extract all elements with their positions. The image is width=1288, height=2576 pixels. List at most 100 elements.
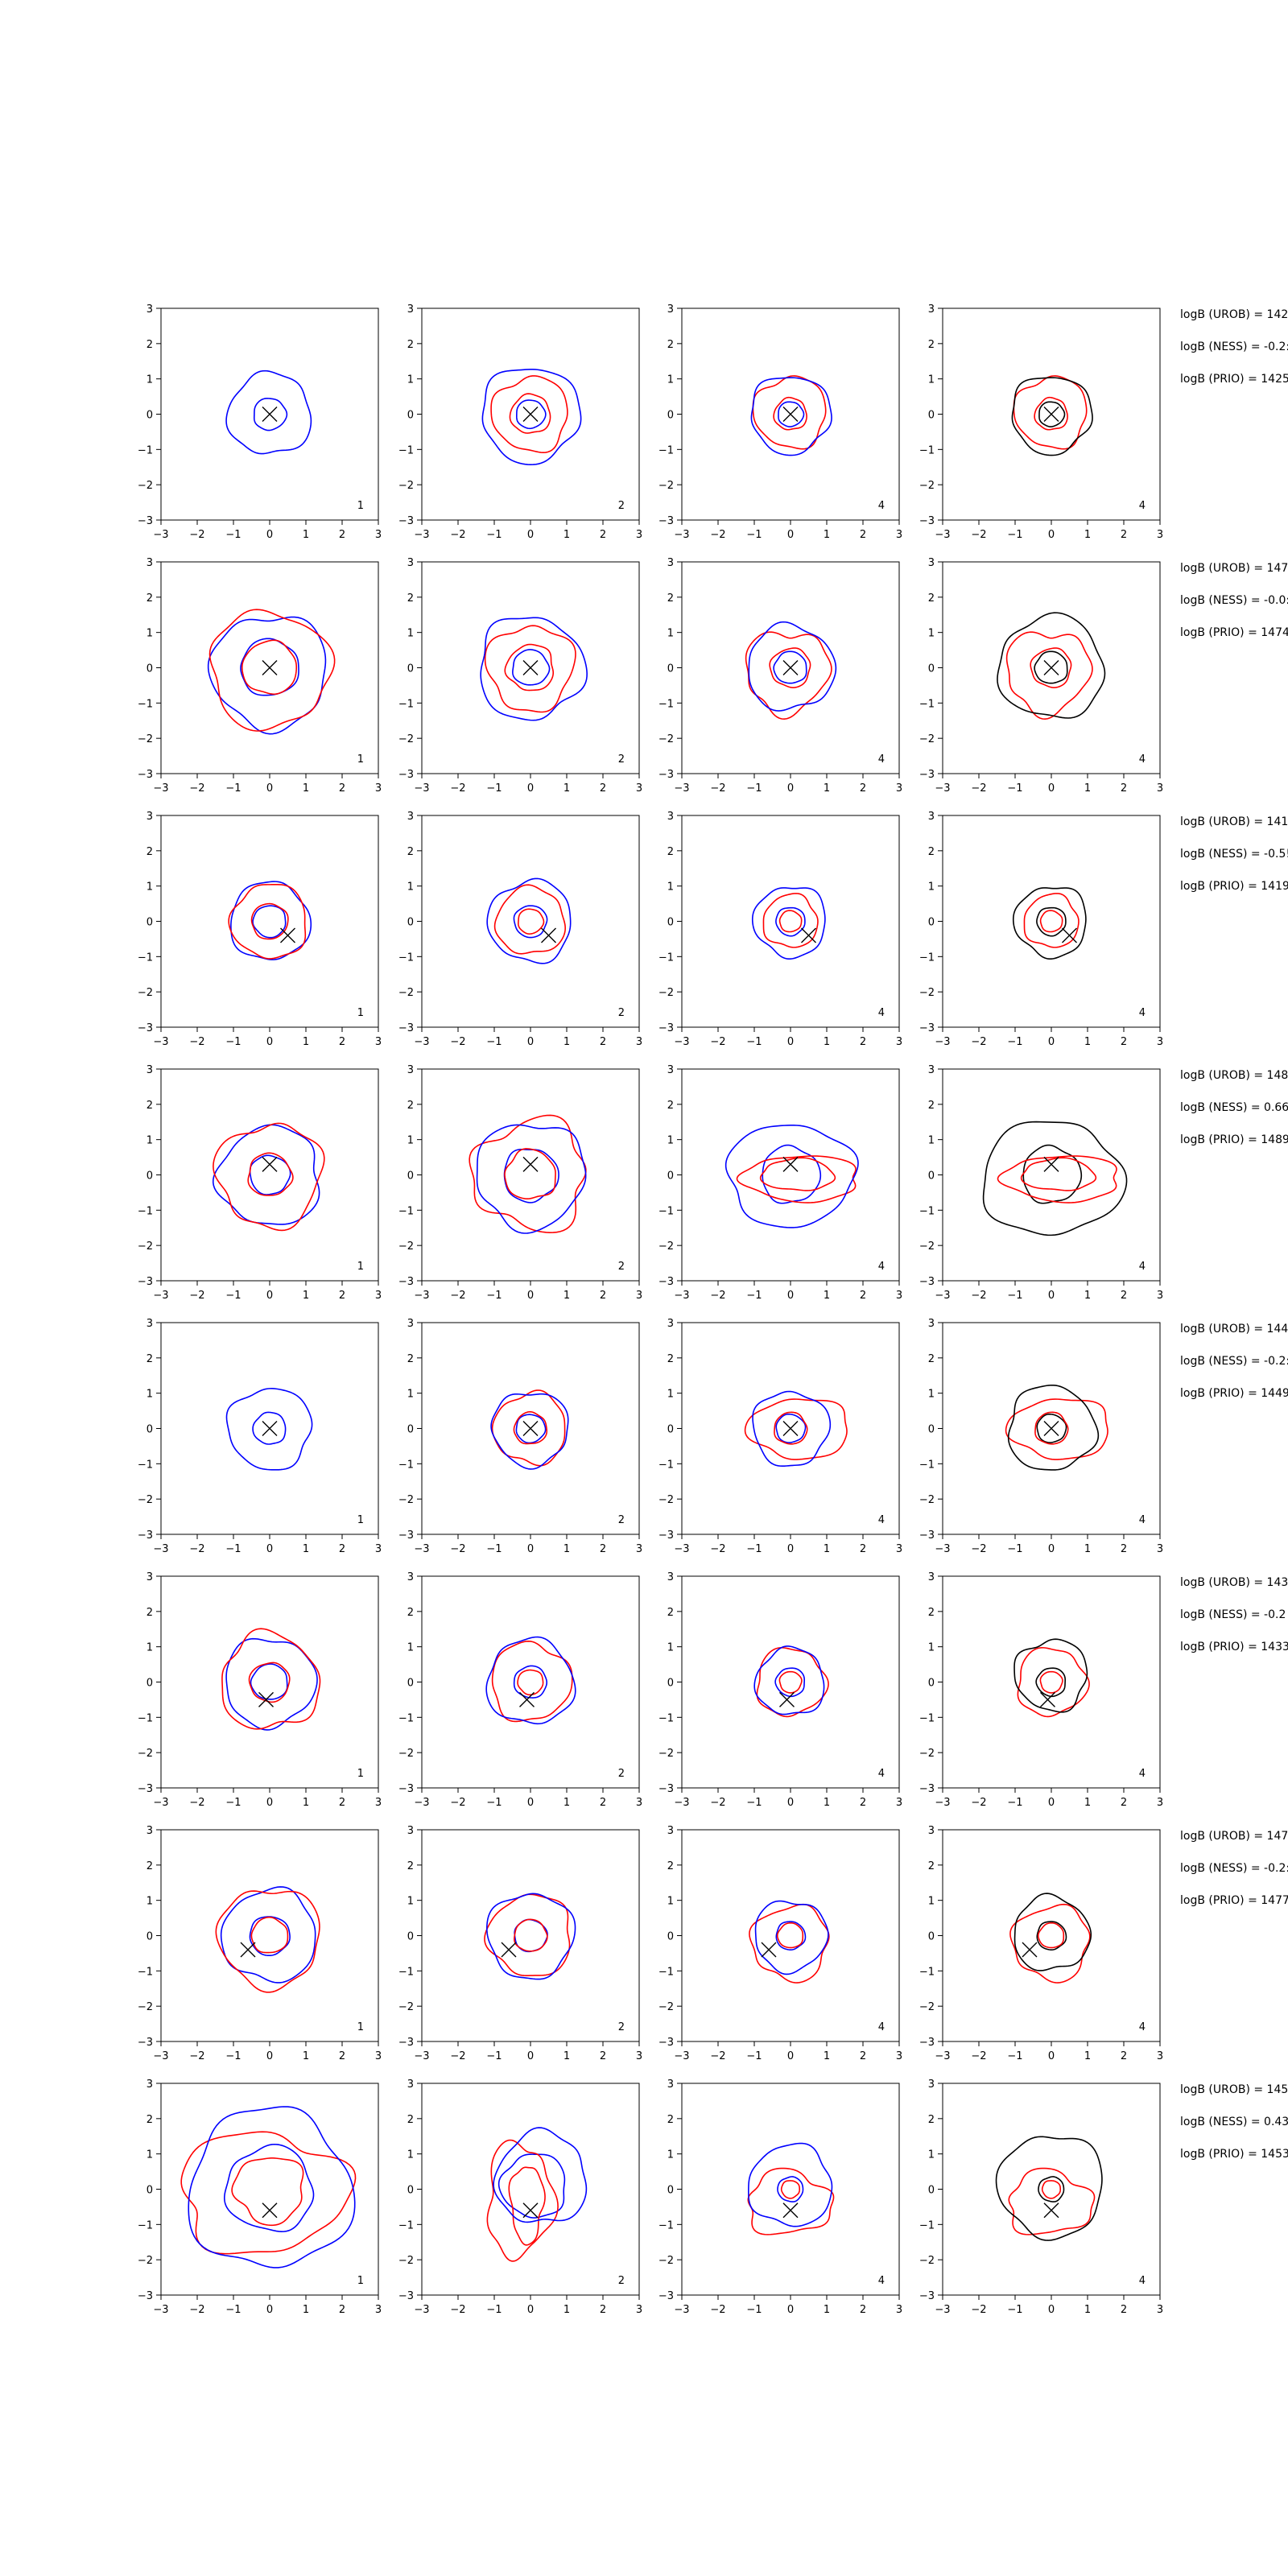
panel-corner-label: 4 bbox=[878, 1007, 885, 1019]
y-tick-label: −3 bbox=[658, 1022, 674, 1034]
x-tick-label: −2 bbox=[710, 529, 725, 541]
red-contour-2 bbox=[1039, 1670, 1063, 1694]
x-tick-label: −1 bbox=[486, 2050, 502, 2062]
y-tick-label: −2 bbox=[658, 1494, 674, 1506]
blue-contour-4 bbox=[481, 369, 582, 465]
x-tick-label: 3 bbox=[636, 2050, 642, 2062]
blue-contour-1 bbox=[497, 2153, 566, 2219]
y-tick-label: −3 bbox=[138, 515, 153, 527]
blue-contour-1 bbox=[223, 2143, 315, 2232]
y-tick-label: −2 bbox=[919, 1241, 935, 1253]
panel-corner-label: 4 bbox=[878, 753, 885, 766]
x-tick-label: 0 bbox=[266, 1797, 273, 1809]
x-tick-label: −1 bbox=[225, 1036, 241, 1048]
y-tick-label: 2 bbox=[667, 592, 674, 605]
y-tick-label: −3 bbox=[398, 1276, 414, 1288]
x-tick-label: −1 bbox=[225, 782, 241, 795]
red-contour-2 bbox=[517, 1669, 544, 1696]
x-tick-label: −2 bbox=[450, 529, 465, 541]
panel-r1-c1: −3−3 −2 −2 −1 −1 0 0 1 1 2 2 3 3 1 bbox=[138, 303, 382, 541]
y-tick-label: 3 bbox=[928, 811, 935, 823]
figure-row-4: −3−3−2−2−1−1001122331−3−3−2−2−1−10011223… bbox=[138, 1064, 1288, 1302]
y-tick-label: −1 bbox=[138, 952, 153, 964]
true-location-marker bbox=[522, 2202, 539, 2219]
y-tick-label: −1 bbox=[658, 444, 674, 456]
y-tick-label: 1 bbox=[667, 2149, 674, 2161]
logb-annotation: logB (NESS) = -0.0: bbox=[1180, 594, 1288, 607]
red-contour-2 bbox=[248, 1662, 291, 1703]
x-tick-label: 2 bbox=[1121, 2304, 1127, 2316]
x-tick-label: 1 bbox=[1084, 1797, 1091, 1809]
y-tick-label: 0 bbox=[928, 1424, 935, 1436]
x-tick-label: −3 bbox=[674, 1290, 689, 1302]
panel-corner-label: 2 bbox=[618, 1007, 625, 1019]
x-tick-label: 1 bbox=[564, 2050, 570, 2062]
x-tick-label: 3 bbox=[1157, 529, 1163, 541]
figure-row-7: −3−3−2−2−1−1001122331−3−3−2−2−1−10011223… bbox=[138, 1825, 1288, 2062]
x-tick-label: 0 bbox=[787, 1290, 794, 1302]
y-tick-label: 1 bbox=[147, 1135, 153, 1147]
y-tick-label: 1 bbox=[667, 374, 674, 386]
blue-contour-1 bbox=[252, 1411, 287, 1445]
true-location-marker bbox=[541, 927, 556, 943]
y-tick-label: 1 bbox=[407, 2149, 414, 2161]
y-tick-label: −1 bbox=[919, 444, 935, 456]
true-location-marker bbox=[280, 927, 295, 943]
x-tick-label: −2 bbox=[971, 1290, 986, 1302]
black-contour-4 bbox=[1013, 1638, 1088, 1713]
true-location-marker bbox=[1062, 927, 1077, 943]
logb-annotation: logB (UROB) = 145 bbox=[1180, 2083, 1288, 2096]
x-tick-label: −1 bbox=[746, 2304, 762, 2316]
y-tick-label: −2 bbox=[658, 1748, 674, 1760]
x-tick-label: 3 bbox=[1157, 2304, 1163, 2316]
x-tick-label: 2 bbox=[600, 1543, 606, 1555]
y-tick-label: 1 bbox=[147, 1389, 153, 1401]
y-tick-label: −2 bbox=[658, 1241, 674, 1253]
y-tick-label: 0 bbox=[667, 1678, 674, 1690]
y-tick-label: −2 bbox=[658, 2255, 674, 2267]
x-tick-label: −2 bbox=[710, 1036, 725, 1048]
x-tick-label: 2 bbox=[600, 1036, 606, 1048]
panel-corner-label: 1 bbox=[357, 1514, 364, 1526]
figure-row-2: −3−3−2−2−1−1001122331−3−3−2−2−1−10011223… bbox=[138, 557, 1288, 795]
y-tick-label: −1 bbox=[138, 1205, 153, 1217]
x-tick-label: −3 bbox=[153, 2304, 168, 2316]
panel-corner-label: 2 bbox=[618, 1261, 625, 1273]
x-tick-label: −2 bbox=[710, 2050, 725, 2062]
y-tick-label: −2 bbox=[919, 733, 935, 745]
red-contour-4 bbox=[221, 1628, 321, 1730]
y-tick-label: 1 bbox=[407, 881, 414, 894]
panel-corner-label: 4 bbox=[878, 500, 885, 512]
panel-r8-c1: −3−3 −2 −2 −1 −1 0 0 1 1 2 2 3 3 1 bbox=[138, 2079, 382, 2316]
y-tick-label: 2 bbox=[407, 1100, 414, 1112]
axes-frame bbox=[421, 1068, 640, 1282]
y-tick-label: 0 bbox=[667, 410, 674, 422]
panel-corner-label: 1 bbox=[357, 1261, 364, 1273]
y-tick-label: 1 bbox=[407, 374, 414, 386]
true-location-marker bbox=[761, 1942, 777, 1958]
y-tick-label: −2 bbox=[398, 1494, 414, 1506]
x-tick-label: −1 bbox=[746, 529, 762, 541]
y-tick-label: −3 bbox=[919, 2037, 935, 2049]
red-contour-3 bbox=[469, 1114, 587, 1233]
panel-r4-c3: −3−3 −2 −2 −1 −1 0 0 1 1 2 2 3 3 4 bbox=[658, 1064, 902, 1302]
logb-annotation: logB (PRIO) = 1425 bbox=[1180, 373, 1288, 386]
y-tick-label: 3 bbox=[407, 1825, 414, 1837]
y-tick-label: 0 bbox=[928, 1170, 935, 1183]
y-tick-label: −3 bbox=[919, 515, 935, 527]
x-tick-label: 0 bbox=[1048, 1797, 1055, 1809]
y-tick-label: 1 bbox=[928, 881, 935, 894]
x-tick-label: 0 bbox=[787, 529, 794, 541]
y-tick-label: 0 bbox=[407, 663, 414, 675]
panel-r7-c1: −3−3 −2 −2 −1 −1 0 0 1 1 2 2 3 3 1 bbox=[138, 1825, 382, 2062]
panel-r4-c1: −3−3 −2 −2 −1 −1 0 0 1 1 2 2 3 3 1 bbox=[138, 1064, 382, 1302]
x-tick-label: −2 bbox=[710, 782, 725, 795]
y-tick-label: 3 bbox=[407, 557, 414, 569]
x-tick-label: 3 bbox=[636, 1036, 642, 1048]
y-tick-label: −3 bbox=[398, 769, 414, 781]
panel-r6-c1: −3−3 −2 −2 −1 −1 0 0 1 1 2 2 3 3 1 bbox=[138, 1571, 382, 1809]
red-contour-2 bbox=[504, 643, 555, 691]
blue-contour-2 bbox=[225, 1388, 313, 1471]
x-tick-label: 1 bbox=[303, 1290, 309, 1302]
